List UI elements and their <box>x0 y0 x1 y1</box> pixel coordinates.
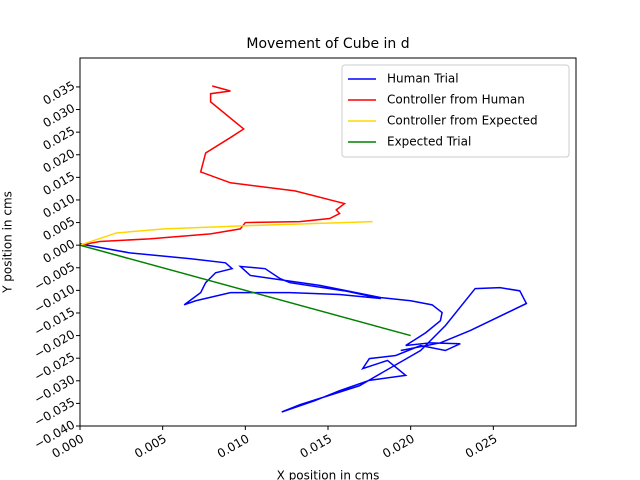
line-series <box>80 244 411 337</box>
line-series <box>80 85 347 246</box>
line-series <box>80 220 373 246</box>
legend-box <box>341 64 570 158</box>
chart-title: Movement of Cube in d <box>246 36 409 52</box>
legend-label: Human Trial <box>387 72 459 86</box>
y-axis-label: Y position in cms <box>1 191 15 294</box>
x-axis-label: X position in cms <box>277 469 380 480</box>
legend-label: Expected Trial <box>387 135 471 149</box>
legend-label: Controller from Human <box>387 93 525 107</box>
line-series <box>80 243 528 413</box>
legend-label: Controller from Expected <box>387 114 538 128</box>
plot-frame <box>79 57 577 427</box>
